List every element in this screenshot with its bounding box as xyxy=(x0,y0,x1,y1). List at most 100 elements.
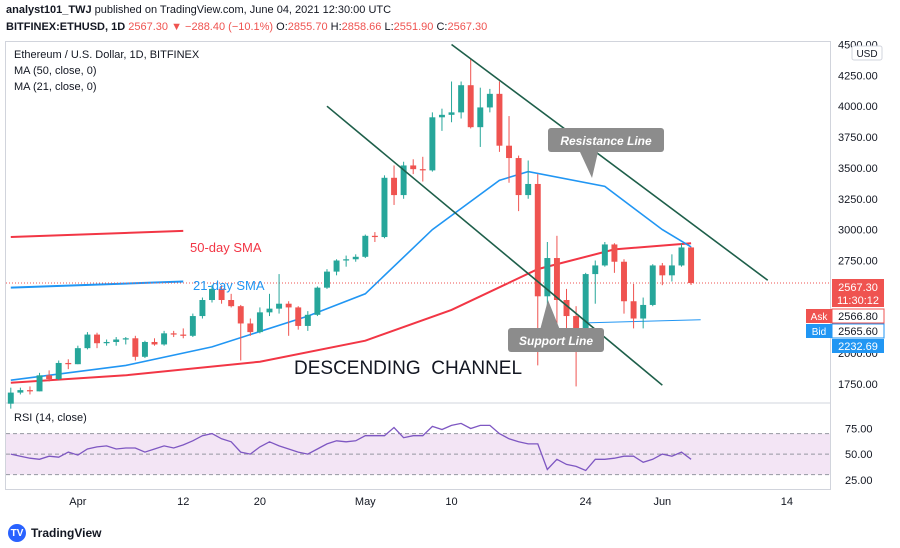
candle-body xyxy=(266,308,273,313)
candle-body xyxy=(438,114,445,118)
bid-tag: Bid 2565.60 xyxy=(806,323,885,339)
chart-frame xyxy=(5,41,831,490)
tradingview-brand: TradingView xyxy=(31,526,102,540)
rsi-tick-label: 50.00 xyxy=(845,449,873,461)
tradingview-footer[interactable]: TV TradingView xyxy=(8,522,101,544)
last-price-tag: 2567.30 11:30:12 xyxy=(832,279,884,307)
time-tick-label: 20 xyxy=(254,496,266,508)
candle-body xyxy=(218,288,225,301)
candle-body xyxy=(592,265,599,275)
ask-label-box xyxy=(806,309,832,323)
price-tick-label: 3000.00 xyxy=(838,225,878,237)
price-tick-label: 1750.00 xyxy=(838,379,878,391)
channel-annotation: DESCENDING CHANNEL xyxy=(294,358,522,379)
candle-body xyxy=(113,339,120,342)
candle-body xyxy=(324,271,330,288)
sma-value-tag: 2232.69 xyxy=(832,339,884,353)
candle-body xyxy=(170,333,177,335)
sma-value-tag-box xyxy=(832,339,884,353)
candle-body xyxy=(486,93,493,108)
candle-body xyxy=(122,338,129,340)
candle-body xyxy=(65,362,72,365)
candle-body xyxy=(141,341,148,357)
rsi-line xyxy=(10,422,692,472)
ask-value: 2566.80 xyxy=(838,311,878,323)
price-tick-label: 4000.00 xyxy=(838,101,878,113)
support-callout-pointer xyxy=(540,300,560,330)
candlesticks xyxy=(7,59,695,409)
candle-body xyxy=(678,247,685,266)
ask-tag: Ask 2566.80 xyxy=(806,308,885,324)
support-callout-box xyxy=(508,328,604,352)
time-tick-label: May xyxy=(355,496,376,508)
price-tick-label: 3750.00 xyxy=(838,132,878,144)
candle-body xyxy=(640,304,647,319)
author-name[interactable]: analyst101_TWJ xyxy=(6,4,92,16)
symbol-name: BITFINEX:ETHUSD, 1D xyxy=(6,21,126,33)
last-price-tag-value: 2567.30 xyxy=(838,282,878,294)
candle-body xyxy=(659,265,666,276)
rsi-tick-label: 25.00 xyxy=(845,475,873,487)
candle-body xyxy=(429,117,436,171)
candle-body xyxy=(601,244,608,266)
candle-body xyxy=(544,258,551,297)
last-price: 2567.30 xyxy=(128,21,169,33)
candle-body xyxy=(534,183,541,297)
candle-body xyxy=(161,333,168,345)
candle-body xyxy=(630,301,637,319)
candle-body xyxy=(352,256,359,260)
candle-body xyxy=(477,107,484,128)
candle-body xyxy=(371,235,378,238)
resistance-label: Resistance Line xyxy=(560,134,652,148)
open-value: 2855.70 xyxy=(287,21,328,33)
close-value: 2567.30 xyxy=(447,21,488,33)
candle-body xyxy=(304,314,311,326)
price-change: −288.40 (−10.1%) xyxy=(185,21,274,33)
candle-body xyxy=(74,348,81,365)
candle-body xyxy=(7,392,14,404)
candle-body xyxy=(247,323,254,333)
currency-badge[interactable]: USD xyxy=(851,45,883,61)
candle-body xyxy=(199,300,206,317)
candle-body xyxy=(237,306,244,324)
candle-body xyxy=(458,85,465,113)
rsi-pane xyxy=(6,422,830,476)
legend-rsi[interactable]: RSI (14, close) xyxy=(14,412,87,424)
time-tick-label: Apr xyxy=(69,496,86,508)
candle-body xyxy=(84,334,91,349)
legend-ma50[interactable]: MA (50, close, 0) xyxy=(14,65,97,77)
currency-label: USD xyxy=(856,49,877,60)
publish-line: analyst101_TWJ published on TradingView.… xyxy=(6,4,391,16)
legend-ma21[interactable]: MA (21, close, 0) xyxy=(14,81,97,93)
currency-badge-box xyxy=(851,45,883,61)
time-tick-label: 24 xyxy=(580,496,592,508)
resistance-callout[interactable]: Resistance Line xyxy=(548,128,664,178)
ma50-line xyxy=(10,242,692,384)
high-value: 2858.66 xyxy=(341,21,382,33)
candle-body xyxy=(132,338,139,357)
rsi-tick-label: 75.00 xyxy=(845,424,873,436)
time-tick-label: 14 xyxy=(781,496,793,508)
candle-body xyxy=(525,183,532,196)
candle-body xyxy=(668,265,675,276)
candle-body xyxy=(496,93,503,146)
chart-header: analyst101_TWJ published on TradingView.… xyxy=(0,0,900,40)
candle-body xyxy=(553,258,560,301)
candle-body xyxy=(55,362,62,380)
candle-body xyxy=(362,235,369,257)
close-label: C: xyxy=(436,21,448,33)
candle-body xyxy=(256,312,263,333)
candle-body xyxy=(448,112,455,115)
ask-value-box xyxy=(831,308,885,324)
low-value: 2551.90 xyxy=(393,21,434,33)
support-callout[interactable]: Support Line xyxy=(508,300,604,352)
low-label: L: xyxy=(384,21,394,33)
time-tick-label: Jun xyxy=(653,496,671,508)
candle-body xyxy=(36,375,43,392)
bid-value: 2565.60 xyxy=(838,326,878,338)
countdown-value: 11:30:12 xyxy=(837,295,879,307)
candle-body xyxy=(515,158,522,196)
publish-info: published on TradingView.com, June 04, 2… xyxy=(94,4,392,16)
high-label: H: xyxy=(330,21,342,33)
